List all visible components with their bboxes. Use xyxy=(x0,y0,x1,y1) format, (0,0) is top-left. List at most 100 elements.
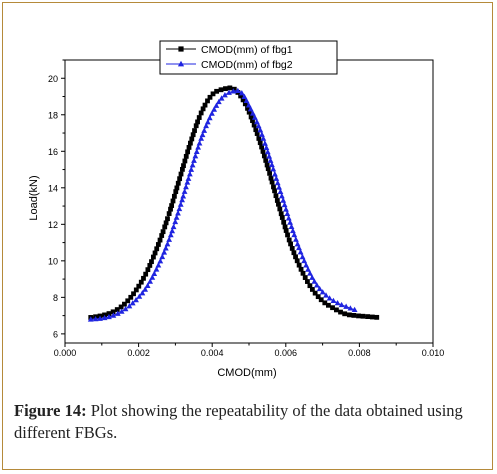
series-1-marker xyxy=(159,233,165,238)
series-1-marker xyxy=(128,294,134,300)
series-1-marker xyxy=(189,136,195,142)
series-1-marker xyxy=(218,87,224,93)
series-2-marker xyxy=(209,110,215,116)
series-2-marker xyxy=(284,210,291,217)
series-1-marker xyxy=(136,283,142,289)
series-1-marker xyxy=(334,307,339,313)
series-1-marker xyxy=(187,140,193,146)
series-1 xyxy=(88,85,380,320)
series-2-marker xyxy=(297,249,304,255)
series-2-marker xyxy=(110,312,117,318)
series-2-marker xyxy=(201,127,208,133)
series-1-marker xyxy=(131,291,136,297)
series-2-marker xyxy=(269,161,275,168)
series-2-marker xyxy=(267,157,274,163)
series-2-marker xyxy=(198,135,205,141)
series-1-marker xyxy=(155,242,161,247)
series-1-marker xyxy=(214,88,220,94)
series-2-marker xyxy=(288,223,295,230)
series-1-marker xyxy=(196,115,202,120)
series-2-marker xyxy=(307,270,313,276)
series-1-marker xyxy=(338,309,343,315)
series-2-marker xyxy=(289,227,296,234)
series-1-marker xyxy=(110,309,116,315)
series-2-marker xyxy=(278,193,285,199)
series-1-marker xyxy=(165,216,170,222)
series-2-marker xyxy=(257,127,264,133)
series-1-marker xyxy=(250,118,255,123)
series-2-marker xyxy=(139,290,146,296)
series-2-marker xyxy=(196,140,203,146)
y-tick-label: 16 xyxy=(48,147,58,157)
series-2-marker xyxy=(173,214,180,220)
series-1-marker xyxy=(125,298,131,304)
y-axis-label: Load(kN) xyxy=(28,175,40,220)
series-2-marker xyxy=(184,179,191,185)
series-2-marker xyxy=(343,303,350,309)
series-2-marker xyxy=(122,305,129,312)
series-2-marker xyxy=(218,95,225,101)
series-2-marker xyxy=(234,87,241,94)
series-1-marker xyxy=(300,270,306,276)
series-2-marker xyxy=(277,188,284,195)
series-1-marker xyxy=(162,224,168,230)
series-1-marker xyxy=(171,193,177,199)
series-1-marker xyxy=(143,271,149,277)
series-2-marker xyxy=(167,231,174,238)
series-layer xyxy=(87,85,380,322)
series-2-marker xyxy=(305,266,311,272)
series-1-marker xyxy=(263,158,269,163)
series-1-marker xyxy=(369,314,375,320)
series-1-marker xyxy=(114,307,120,312)
series-1-marker xyxy=(193,123,199,129)
series-1-marker xyxy=(157,237,163,243)
series-2-marker xyxy=(177,201,184,207)
series-1-marker xyxy=(177,176,183,182)
series-1-marker xyxy=(360,313,366,319)
series-1-marker xyxy=(182,158,188,164)
caption-text: Plot showing the repeatability of the da… xyxy=(14,401,463,442)
series-2-marker xyxy=(334,299,341,306)
series-2-marker xyxy=(287,219,294,225)
axis-ticks: 0.000 0.002 0.004 0.006 0.008 0.010 6 8 10 12 14 16… xyxy=(48,59,445,358)
series-2-marker xyxy=(285,215,292,221)
series-1-marker xyxy=(330,305,335,311)
series-2-marker xyxy=(259,131,265,137)
series-1-marker xyxy=(296,262,302,268)
series-1-marker xyxy=(259,144,265,150)
series-1-marker xyxy=(190,132,196,138)
series-1-marker xyxy=(192,128,197,133)
series-2-marker xyxy=(92,315,99,322)
series-2-marker xyxy=(144,282,151,288)
series-2-marker xyxy=(155,262,162,268)
series-1-marker xyxy=(174,185,180,191)
series-2-marker xyxy=(211,106,218,112)
series-2-marker xyxy=(97,315,103,321)
series-2-marker xyxy=(191,157,197,163)
series-2-marker xyxy=(301,257,308,264)
legend-marker-square xyxy=(178,46,184,52)
series-1-marker xyxy=(294,258,300,264)
x-tick-label: 0.010 xyxy=(422,348,445,358)
series-2-marker xyxy=(180,193,187,199)
series-2-marker xyxy=(161,249,168,255)
series-2-marker xyxy=(351,306,358,313)
series-2-marker xyxy=(126,303,133,309)
series-2-marker xyxy=(193,148,200,154)
series-2-marker xyxy=(260,135,267,141)
series-1-marker xyxy=(251,122,257,128)
y-tick-label: 10 xyxy=(48,256,58,266)
series-1-marker xyxy=(291,250,297,256)
series-2-marker xyxy=(303,262,310,268)
series-1-marker xyxy=(149,259,154,265)
series-1-marker xyxy=(318,297,324,303)
series-2-marker xyxy=(133,296,139,303)
x-tick-label: 0.006 xyxy=(275,348,298,358)
series-2-marker xyxy=(262,140,268,146)
series-2-marker xyxy=(176,205,183,212)
series-1-marker xyxy=(254,131,260,136)
series-1-marker xyxy=(245,105,250,111)
series-2-marker xyxy=(238,90,245,96)
series-2-marker xyxy=(195,144,202,150)
series-1-marker xyxy=(281,219,287,225)
